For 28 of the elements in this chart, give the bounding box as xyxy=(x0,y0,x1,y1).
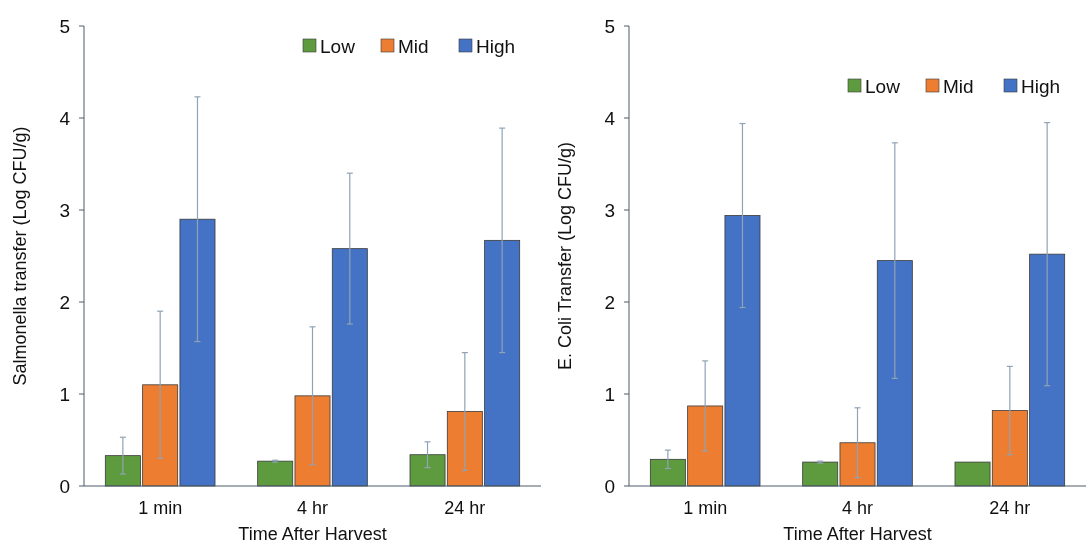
y-tick-label: 3 xyxy=(604,199,615,221)
y-tick-label: 1 xyxy=(604,383,615,405)
y-tick-label: 1 xyxy=(59,383,70,405)
y-tick-label: 4 xyxy=(59,107,71,129)
y-tick-label: 4 xyxy=(604,107,616,129)
y-tick-label: 2 xyxy=(604,291,615,313)
x-tick-label: 1 min xyxy=(138,498,183,518)
y-tick-label: 0 xyxy=(604,475,615,497)
legend-label: Low xyxy=(865,75,901,97)
y-tick-label: 3 xyxy=(59,199,70,221)
y-tick-label: 5 xyxy=(59,15,70,37)
x-tick-label: 4 hr xyxy=(296,498,329,518)
x-axis-title: Time After Harvest xyxy=(783,524,932,544)
x-tick-label: 4 hr xyxy=(841,498,874,518)
y-axis-title: E. Coli Transfer (Log CFU/g) xyxy=(555,141,575,371)
y-tick-label: 5 xyxy=(604,15,615,37)
x-tick-label: 1 min xyxy=(683,498,728,518)
x-tick-label: 24 hr xyxy=(444,498,486,518)
x-tick-label: 24 hr xyxy=(989,498,1031,518)
legend-label: Low xyxy=(320,35,356,57)
legend-label: High xyxy=(1021,75,1061,97)
legend-label: High xyxy=(476,35,516,57)
x-axis-title: Time After Harvest xyxy=(238,524,387,544)
y-tick-label: 2 xyxy=(59,291,70,313)
y-axis-title: Salmonella transfer (Log CFU/g) xyxy=(10,126,30,386)
y-tick-label: 0 xyxy=(59,475,70,497)
legend-label: Mid xyxy=(943,75,974,97)
legend-label: Mid xyxy=(398,35,429,57)
